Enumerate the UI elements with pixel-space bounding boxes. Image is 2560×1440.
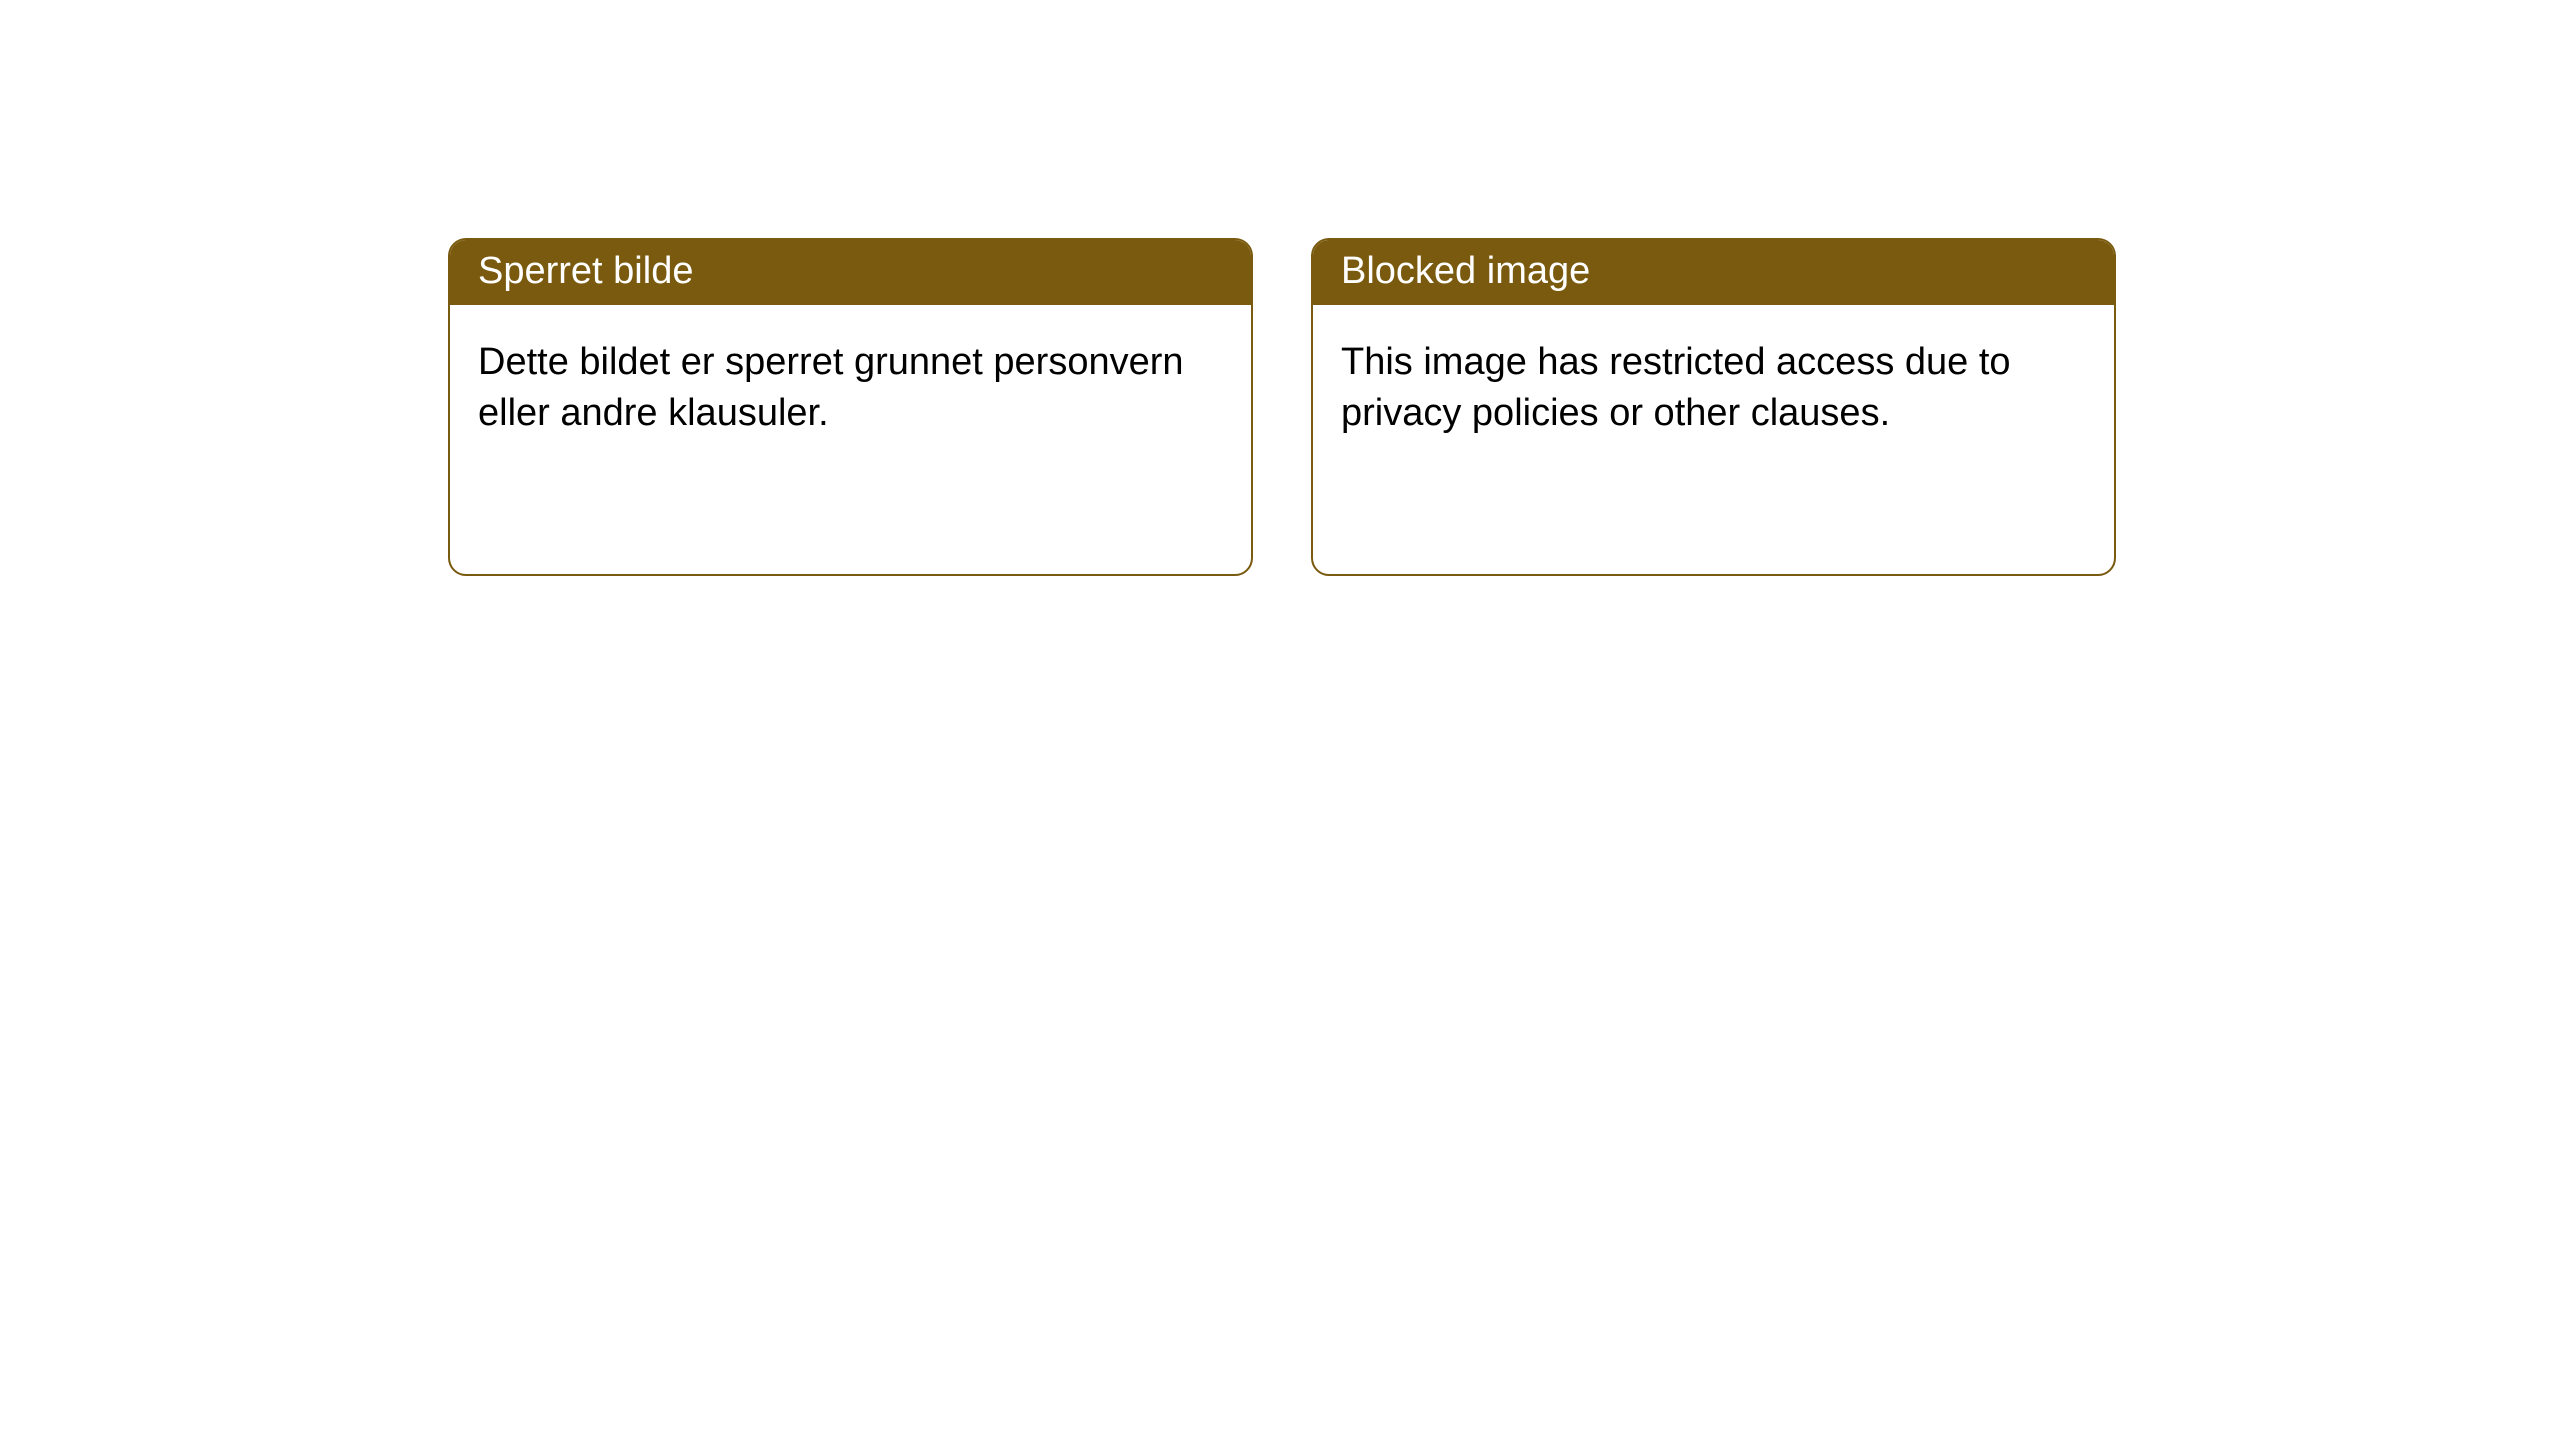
notice-body-norwegian: Dette bildet er sperret grunnet personve… xyxy=(450,305,1251,472)
notice-body-english: This image has restricted access due to … xyxy=(1313,305,2114,472)
notice-header-english: Blocked image xyxy=(1313,240,2114,305)
notice-container: Sperret bilde Dette bildet er sperret gr… xyxy=(0,0,2560,576)
notice-box-norwegian: Sperret bilde Dette bildet er sperret gr… xyxy=(448,238,1253,576)
notice-header-norwegian: Sperret bilde xyxy=(450,240,1251,305)
notice-box-english: Blocked image This image has restricted … xyxy=(1311,238,2116,576)
